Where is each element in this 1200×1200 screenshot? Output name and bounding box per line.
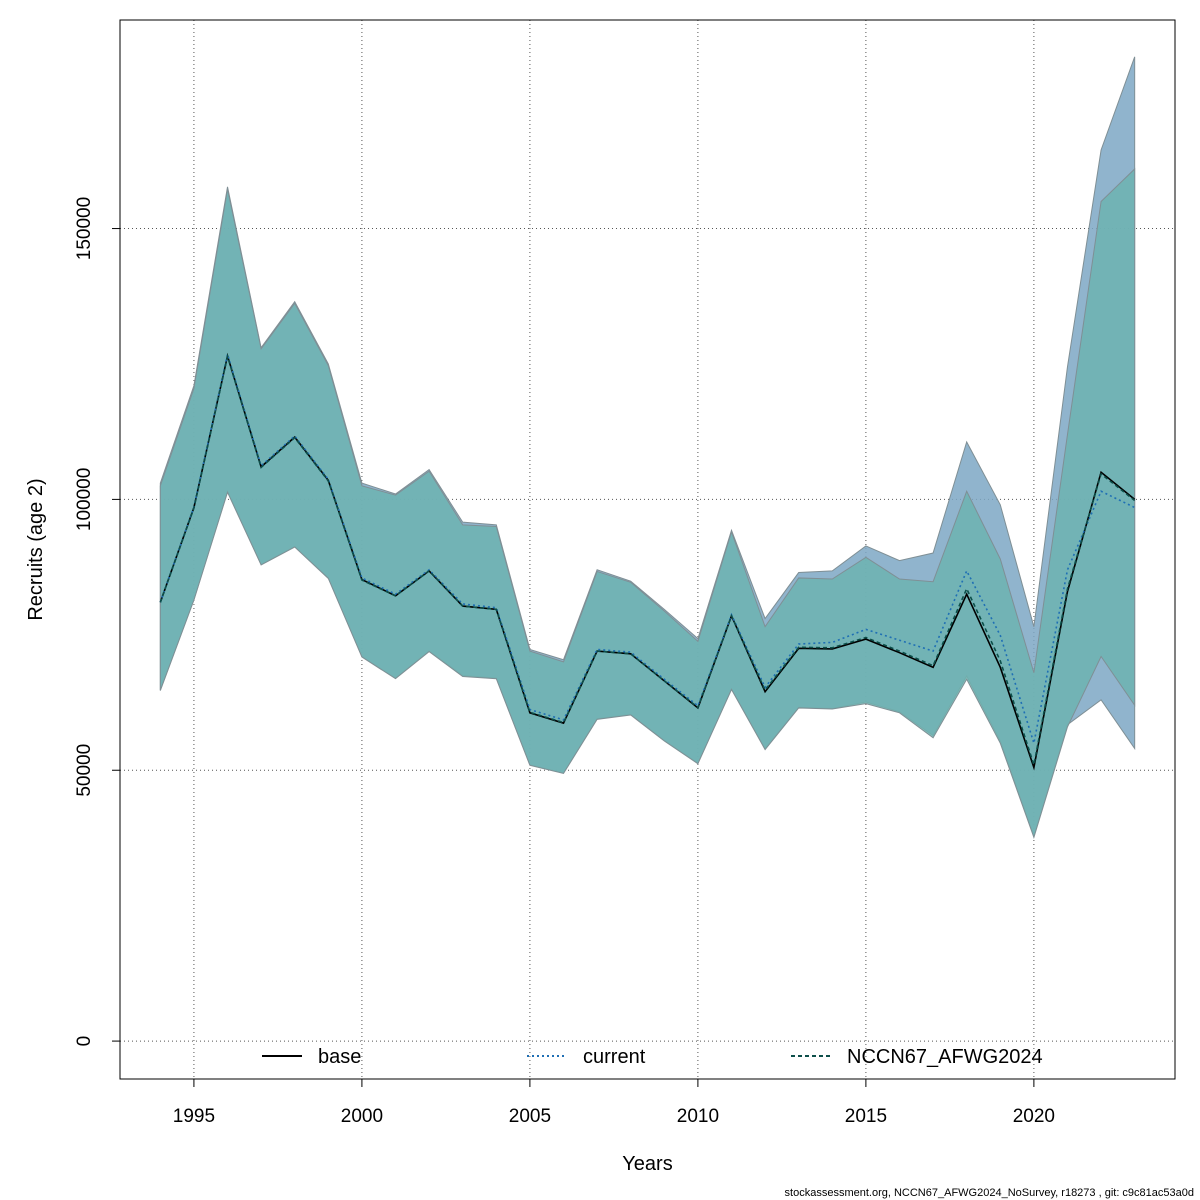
x-tick-label: 2005 xyxy=(509,1106,551,1127)
y-tick-label: 0 xyxy=(74,1036,95,1047)
x-tick-label: 2015 xyxy=(845,1106,887,1127)
grid-lines xyxy=(120,20,1175,1079)
y-tick-label: 100000 xyxy=(74,468,95,531)
y-axis-title: Recruits (age 2) xyxy=(25,478,47,620)
x-tick-label: 1995 xyxy=(173,1106,215,1127)
x-tick-label: 2010 xyxy=(677,1106,719,1127)
x-tick-label: 2000 xyxy=(341,1106,383,1127)
band-NCCN67_AFWG2024 xyxy=(159,167,1136,840)
x-axis: 1995 2000 2005 2010 2015 2020 xyxy=(173,1078,1055,1127)
legend: base current NCCN67_AFWG2024 xyxy=(262,1046,1043,1068)
y-tick-label: 50000 xyxy=(74,744,95,797)
legend-label-base: base xyxy=(318,1046,361,1068)
footer-note: stockassessment.org, NCCN67_AFWG2024_NoS… xyxy=(785,1187,1194,1199)
series-lines xyxy=(159,351,1136,771)
legend-label-NCCN67_AFWG2024: NCCN67_AFWG2024 xyxy=(847,1046,1043,1068)
confidence-bands xyxy=(159,56,1136,840)
x-axis-title: Years xyxy=(622,1153,672,1175)
y-axis: 0 50000 100000 150000 xyxy=(74,197,120,1047)
series-line-NCCN67_AFWG2024 xyxy=(159,353,1136,766)
legend-label-current: current xyxy=(583,1046,646,1068)
x-tick-label: 2020 xyxy=(1013,1106,1055,1127)
y-tick-label: 150000 xyxy=(74,197,95,260)
